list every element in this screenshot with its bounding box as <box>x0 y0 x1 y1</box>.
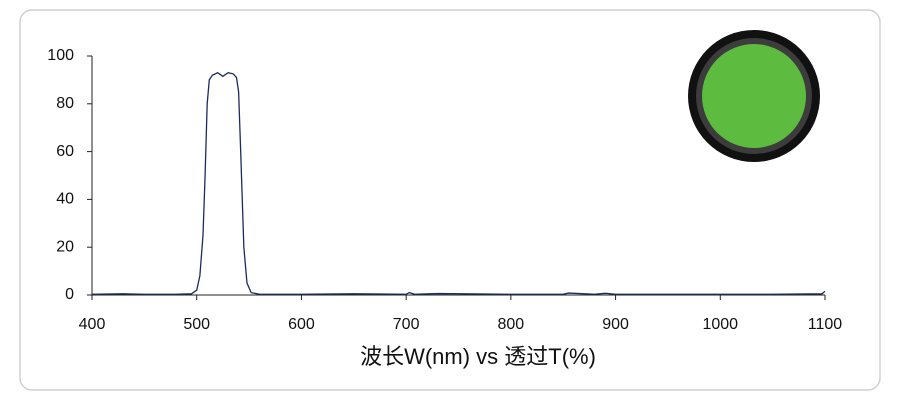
y-tick-label: 20 <box>56 238 74 255</box>
x-tick-label: 900 <box>602 316 629 333</box>
y-tick-label: 80 <box>56 95 74 112</box>
x-tick-label: 500 <box>183 316 210 333</box>
x-tick-label: 1000 <box>702 316 738 333</box>
y-tick-label: 0 <box>65 286 74 303</box>
x-tick-label: 700 <box>393 316 420 333</box>
filter-image <box>688 30 820 162</box>
x-tick-label: 400 <box>79 316 106 333</box>
x-tick-label: 800 <box>498 316 525 333</box>
spectrum-line <box>91 71 826 295</box>
x-axis-label: 波长W(nm) vs 透过T(%) <box>360 344 596 369</box>
x-tick-label: 1100 <box>808 316 843 333</box>
filter-glass <box>702 44 806 148</box>
y-tick-label: 60 <box>56 143 74 160</box>
y-tick-label: 100 <box>47 47 74 64</box>
y-tick-label: 40 <box>56 191 74 208</box>
x-tick-label: 600 <box>288 316 315 333</box>
